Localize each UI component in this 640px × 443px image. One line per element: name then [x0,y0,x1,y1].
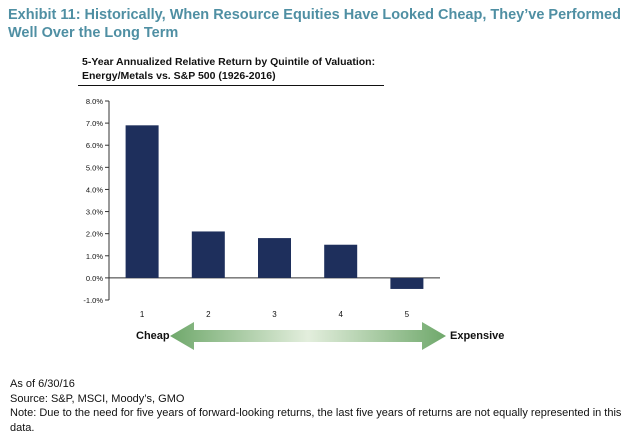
footnotes: As of 6/30/16 Source: S&P, MSCI, Moody’s… [10,377,630,435]
x-tick-label: 5 [405,310,410,319]
y-tick-label: 7.0% [86,119,103,128]
y-tick-label: 1.0% [86,252,103,261]
double-headed-arrow-icon [170,322,446,350]
chart-title-line-1: 5-Year Annualized Relative Return by Qui… [82,56,376,68]
bar-quintile-2 [191,231,225,278]
methodology-note: Note: Due to the need for five years of … [10,407,622,434]
bars-layer [125,125,424,289]
chart-title: 5-Year Annualized Relative Return by Qui… [82,55,482,83]
source-note: Source: S&P, MSCI, Moody’s, GMO [10,392,185,405]
expensive-label: Expensive [450,330,505,342]
x-tick-label: 1 [140,310,145,319]
y-tick-label: 2.0% [86,230,103,239]
y-tick-label: -1.0% [83,296,103,305]
bar-quintile-3 [258,238,291,278]
exhibit-title: Exhibit 11: Historically, When Resource … [8,7,621,41]
y-tick-label: 4.0% [86,185,103,194]
x-tick-labels: 1 2 3 4 5 [140,310,410,319]
bar-quintile-4 [324,244,358,278]
y-tick-label: 6.0% [86,141,103,150]
valuation-arrow [170,322,446,350]
y-tick-label: 5.0% [86,163,103,172]
cheap-label: Cheap [136,330,170,342]
y-tick-label: 0.0% [86,274,103,283]
as-of-note: As of 6/30/16 [10,378,75,390]
y-tick-label: 8.0% [86,97,103,106]
bar-quintile-5 [390,277,424,289]
y-tick-label: 3.0% [86,208,103,217]
x-tick-label: 3 [272,310,277,319]
bar-quintile-1 [125,125,159,278]
x-tick-label: 2 [206,310,211,319]
chart-title-line-2: Energy/Metals vs. S&P 500 (1926-2016) [82,70,276,82]
x-tick-label: 4 [338,310,343,319]
title-rule [78,85,384,86]
